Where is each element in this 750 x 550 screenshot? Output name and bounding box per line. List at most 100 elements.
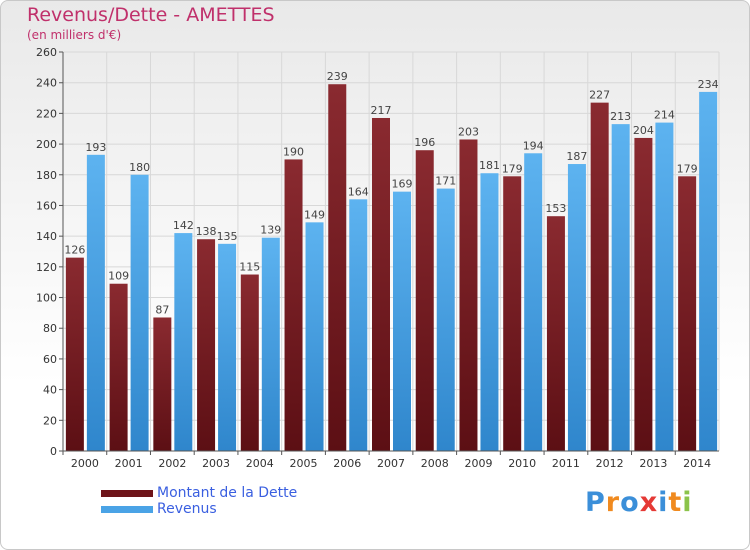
data-label: 204: [633, 124, 654, 137]
x-tick-label: 2011: [552, 457, 580, 470]
x-tick-label: 2003: [202, 457, 230, 470]
proxiti-logo: Proxiti: [585, 487, 693, 518]
legend-label-revenus: Revenus: [157, 501, 217, 517]
logo-letter: o: [620, 487, 640, 518]
y-tick-label: 200: [36, 138, 57, 151]
data-label: 109: [108, 270, 129, 283]
logo-letter: r: [605, 487, 621, 518]
data-label: 217: [371, 104, 392, 117]
data-label: 194: [523, 139, 544, 152]
bar-dette: [590, 102, 609, 452]
chart-subtitle: (en milliers d'€): [27, 28, 122, 42]
bar-dette: [372, 117, 390, 451]
y-tick-label: 140: [36, 230, 57, 243]
bar-dette: [328, 84, 347, 451]
data-label: 214: [654, 109, 675, 122]
bar-revenus: [130, 174, 149, 451]
data-label: 187: [566, 150, 587, 163]
x-tick-label: 2010: [508, 457, 536, 470]
logo-letter: x: [639, 487, 659, 518]
data-label: 126: [64, 244, 85, 257]
x-tick-label: 2001: [115, 457, 143, 470]
y-tick-label: 240: [36, 77, 57, 90]
x-tick-label: 2007: [377, 457, 405, 470]
bar-revenus: [393, 191, 411, 451]
bar-dette: [65, 257, 84, 451]
bar-dette: [415, 150, 434, 451]
bar-revenus: [261, 237, 280, 451]
data-label: 196: [414, 136, 435, 149]
data-label: 239: [327, 70, 348, 83]
x-tick-label: 2013: [639, 457, 667, 470]
bar-revenus: [349, 199, 368, 451]
data-label: 171: [435, 175, 456, 188]
y-tick-label: 260: [36, 46, 57, 59]
data-label: 135: [217, 230, 238, 243]
data-label: 179: [502, 162, 523, 175]
x-tick-label: 2005: [290, 457, 318, 470]
data-label: 179: [677, 162, 698, 175]
bar-revenus: [655, 122, 674, 451]
bar-revenus: [699, 91, 718, 452]
y-tick-label: 20: [43, 414, 57, 427]
data-label: 139: [260, 224, 281, 237]
x-tick-label: 2000: [71, 457, 99, 470]
x-tick-label: 2006: [333, 457, 361, 470]
data-label: 149: [304, 208, 325, 221]
bar-dette: [197, 239, 216, 451]
bar-revenus: [305, 222, 324, 451]
x-tick-label: 2014: [683, 457, 711, 470]
x-tick-label: 2008: [421, 457, 449, 470]
bar-dette: [459, 139, 478, 451]
y-tick-label: 100: [36, 292, 57, 305]
data-label: 164: [348, 185, 369, 198]
bar-dette: [109, 283, 128, 451]
chart-title: Revenus/Dette - AMETTES: [27, 4, 275, 26]
bar-dette: [240, 274, 259, 451]
y-tick-label: 220: [36, 107, 57, 120]
data-label: 115: [239, 261, 260, 274]
y-tick-label: 80: [43, 322, 57, 335]
y-tick-label: 160: [36, 199, 57, 212]
data-label: 227: [589, 89, 610, 102]
x-tick-label: 2009: [464, 457, 492, 470]
data-label: 153: [545, 202, 566, 215]
data-label: 193: [85, 141, 106, 154]
data-label: 213: [610, 110, 631, 123]
data-label: 180: [129, 161, 150, 174]
data-label: 138: [196, 225, 217, 238]
data-label: 169: [392, 178, 413, 191]
x-tick-label: 2004: [246, 457, 274, 470]
bar-dette: [678, 176, 697, 452]
y-tick-label: 40: [43, 384, 57, 397]
bar-dette: [503, 176, 522, 452]
bar-revenus: [567, 164, 586, 451]
bar-revenus: [524, 153, 543, 452]
y-tick-label: 60: [43, 353, 57, 366]
bar-revenus: [86, 154, 105, 452]
bar-revenus: [611, 124, 630, 451]
bar-revenus: [436, 188, 455, 452]
x-tick-label: 2012: [596, 457, 624, 470]
data-label: 181: [479, 159, 500, 172]
data-label: 87: [155, 303, 169, 316]
bar-revenus: [218, 243, 237, 451]
y-tick-label: 180: [36, 169, 57, 182]
logo-letter: i: [682, 487, 693, 518]
legend-swatch-dette: [101, 490, 153, 497]
bar-dette: [153, 317, 172, 451]
y-tick-label: 0: [50, 445, 57, 458]
logo-letter: i: [658, 487, 669, 518]
bar-dette: [634, 137, 653, 451]
y-tick-label: 120: [36, 261, 57, 274]
data-label: 203: [458, 125, 479, 138]
legend-swatch-revenus: [101, 506, 153, 513]
x-tick-label: 2002: [158, 457, 186, 470]
logo-letter: t: [668, 487, 683, 518]
data-label: 234: [698, 78, 719, 91]
data-label: 142: [173, 219, 194, 232]
bar-dette: [546, 216, 565, 451]
data-label: 190: [283, 145, 304, 158]
